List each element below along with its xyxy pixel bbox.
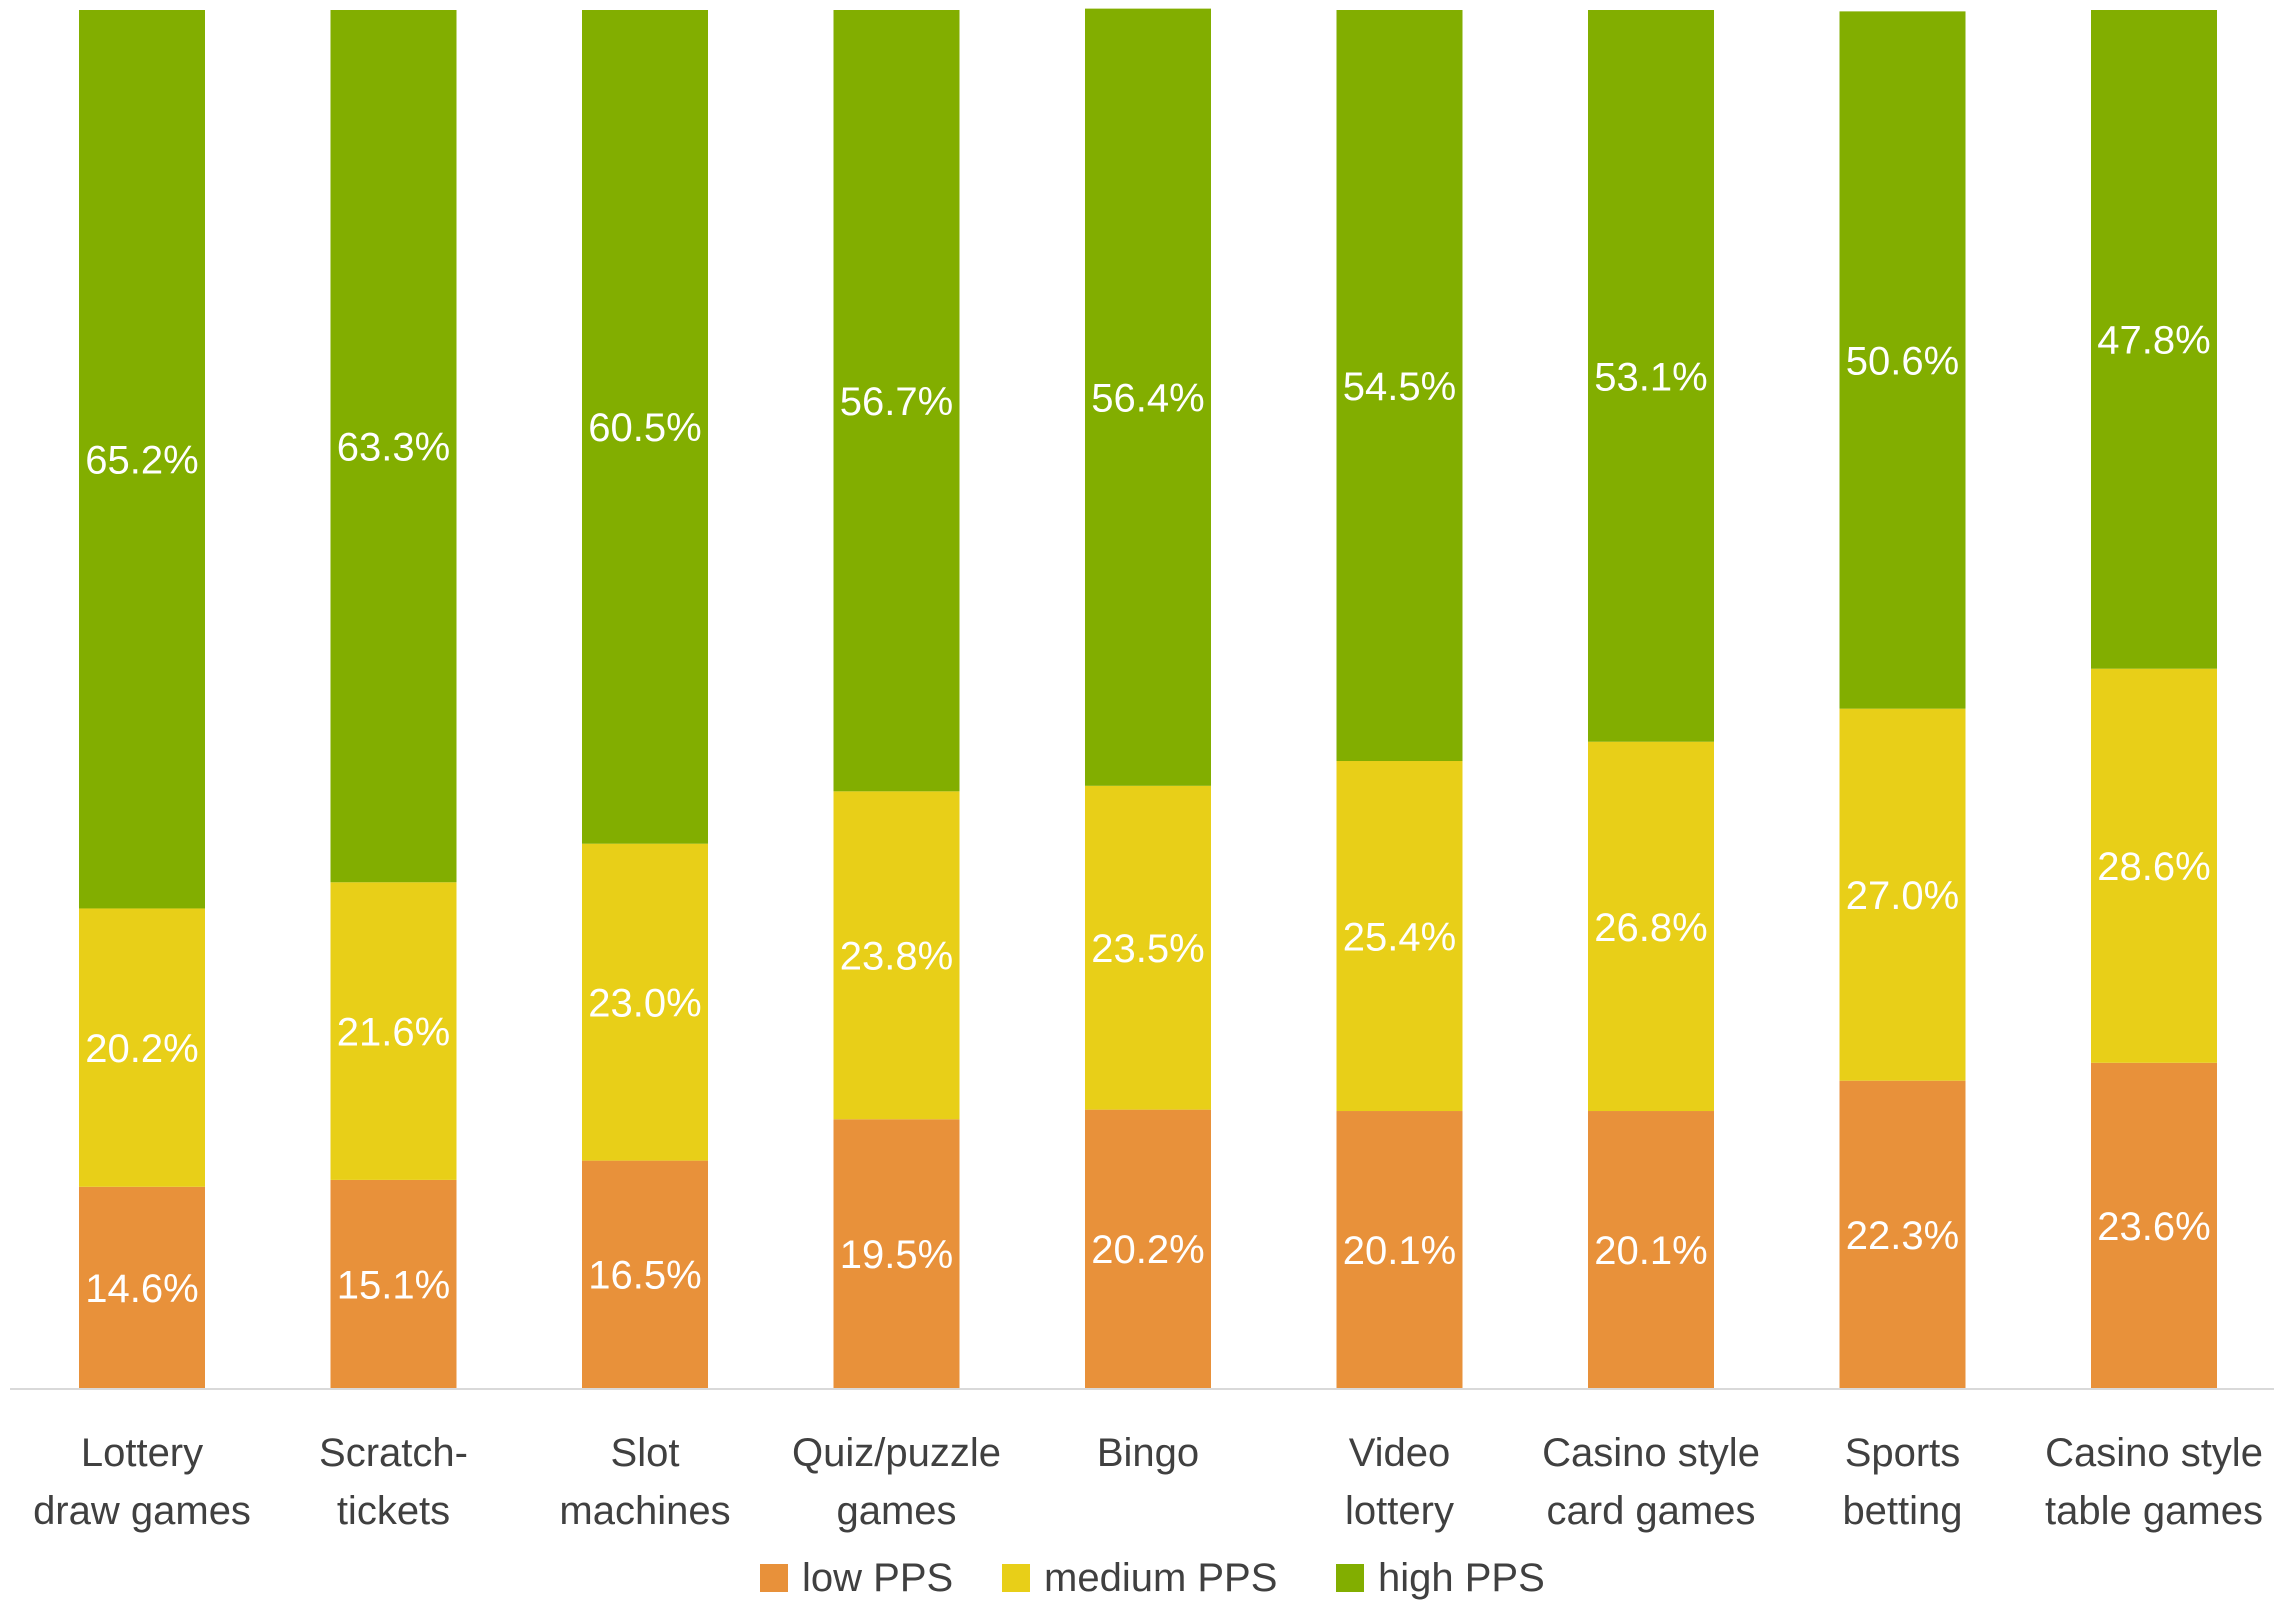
data-label-high-pps-9: 47.8%: [2097, 319, 2210, 363]
bar-segment-low-pps-5: [1085, 1109, 1211, 1388]
bar-segment-high-pps-9: [2091, 10, 2217, 669]
legend-label-medium-pps: medium PPS: [1044, 1556, 1277, 1600]
category-label-7: Casino style card games: [1542, 1431, 1760, 1533]
category-label-line: Sports: [1845, 1431, 1961, 1475]
bar-segment-high-pps-8: [1839, 11, 1966, 709]
category-label-line: Bingo: [1097, 1431, 1199, 1475]
category-label-line: machines: [559, 1489, 730, 1533]
data-label-low-pps-8: 22.3%: [1846, 1214, 1959, 1258]
data-label-low-pps-2: 15.1%: [337, 1263, 450, 1307]
bar-segment-high-pps-2: [330, 10, 457, 883]
legend-swatch-low-pps: [760, 1564, 788, 1592]
category-label-line: card games: [1547, 1489, 1756, 1533]
category-label-line: lottery: [1345, 1489, 1454, 1533]
category-label-line: games: [836, 1489, 956, 1533]
bar-segment-medium-pps-3: [582, 843, 708, 1161]
category-label-line: tickets: [337, 1489, 450, 1533]
bar-segment-medium-pps-1: [79, 908, 205, 1187]
x-axis: Lottery draw games Scratch-tickets Slot mach…: [10, 1388, 2274, 1533]
category-label-2: Scratch-tickets: [319, 1431, 468, 1533]
data-label-low-pps-6: 20.1%: [1343, 1229, 1456, 1273]
category-label-line: Video: [1349, 1431, 1451, 1475]
data-label-low-pps-1: 14.6%: [85, 1267, 198, 1311]
bar-segment-high-pps-1: [79, 10, 205, 909]
data-label-high-pps-8: 50.6%: [1846, 339, 1959, 383]
category-label-line: table games: [2045, 1489, 2263, 1533]
data-label-medium-pps-2: 21.6%: [337, 1010, 450, 1054]
category-label-line: draw games: [33, 1489, 251, 1533]
category-label-6: Video lottery: [1345, 1431, 1454, 1533]
data-label-high-pps-4: 56.7%: [840, 380, 953, 424]
data-label-medium-pps-5: 23.5%: [1091, 927, 1204, 971]
bar-segment-medium-pps-4: [833, 791, 960, 1120]
bar-segment-high-pps-3: [582, 10, 708, 844]
legend-swatch-medium-pps: [1002, 1564, 1030, 1592]
bar-segment-medium-pps-9: [2091, 668, 2217, 1063]
bar-segment-low-pps-2: [330, 1179, 457, 1388]
data-label-low-pps-3: 16.5%: [588, 1254, 701, 1298]
category-label-5: Bingo: [1097, 1431, 1199, 1475]
legend-label-high-pps: high PPS: [1378, 1556, 1545, 1600]
data-label-high-pps-7: 53.1%: [1594, 355, 1707, 399]
category-label-line: Lottery: [81, 1431, 203, 1475]
data-label-medium-pps-7: 26.8%: [1594, 906, 1707, 950]
bar-segment-low-pps-8: [1839, 1080, 1966, 1388]
data-label-low-pps-7: 20.1%: [1594, 1229, 1707, 1273]
category-label-line: Scratch-: [319, 1431, 468, 1475]
bar-segment-high-pps-6: [1336, 10, 1463, 762]
bar-segment-low-pps-9: [2091, 1062, 2217, 1388]
category-label-1: Lottery draw games: [33, 1431, 251, 1533]
bar-segment-low-pps-7: [1588, 1111, 1714, 1388]
data-label-high-pps-6: 54.5%: [1343, 365, 1456, 409]
data-label-low-pps-5: 20.2%: [1091, 1228, 1204, 1272]
bar-segment-low-pps-1: [79, 1186, 205, 1388]
data-label-medium-pps-6: 25.4%: [1343, 915, 1456, 959]
data-label-medium-pps-3: 23.0%: [588, 982, 701, 1026]
bar-segment-low-pps-6: [1336, 1111, 1463, 1388]
data-label-medium-pps-8: 27.0%: [1846, 874, 1959, 918]
bar-segment-medium-pps-6: [1336, 761, 1463, 1112]
bar-segment-medium-pps-8: [1839, 708, 1966, 1081]
data-label-medium-pps-1: 20.2%: [85, 1027, 198, 1071]
category-label-line: Quiz/puzzle: [792, 1431, 1001, 1475]
legend-swatch-high-pps: [1336, 1564, 1364, 1592]
bar-segment-medium-pps-5: [1085, 785, 1211, 1110]
data-label-high-pps-1: 65.2%: [85, 439, 198, 483]
category-label-line: Casino style: [1542, 1431, 1760, 1475]
category-label-4: Quiz/puzzle games: [792, 1431, 1001, 1533]
legend: low PPS medium PPS high PPS: [760, 1556, 1545, 1600]
data-label-medium-pps-4: 23.8%: [840, 935, 953, 979]
bar-segment-medium-pps-7: [1588, 741, 1714, 1112]
data-label-medium-pps-9: 28.6%: [2097, 845, 2210, 889]
category-label-9: Casino style table games: [2045, 1431, 2263, 1533]
bars-layer: 14.6% 20.2% 65.2% 15.1% 21.6% 63.3% 16.5% 23.0%…: [79, 8, 2217, 1388]
data-label-low-pps-4: 19.5%: [840, 1233, 953, 1277]
bar-segment-low-pps-4: [833, 1119, 960, 1388]
category-label-line: Slot: [611, 1431, 680, 1475]
category-label-line: Casino style: [2045, 1431, 2263, 1475]
data-label-high-pps-5: 56.4%: [1091, 377, 1204, 421]
category-label-line: betting: [1842, 1489, 1962, 1533]
data-label-low-pps-9: 23.6%: [2097, 1205, 2210, 1249]
bar-segment-high-pps-5: [1085, 8, 1211, 786]
bar-segment-high-pps-7: [1588, 10, 1714, 742]
bar-segment-high-pps-4: [833, 10, 960, 792]
data-label-high-pps-2: 63.3%: [337, 426, 450, 470]
legend-label-low-pps: low PPS: [802, 1556, 953, 1600]
bar-segment-medium-pps-2: [330, 882, 457, 1180]
category-label-3: Slot machines: [559, 1431, 730, 1533]
bar-segment-low-pps-3: [582, 1160, 708, 1388]
category-label-8: Sports betting: [1842, 1431, 1962, 1533]
data-label-high-pps-3: 60.5%: [588, 406, 701, 450]
